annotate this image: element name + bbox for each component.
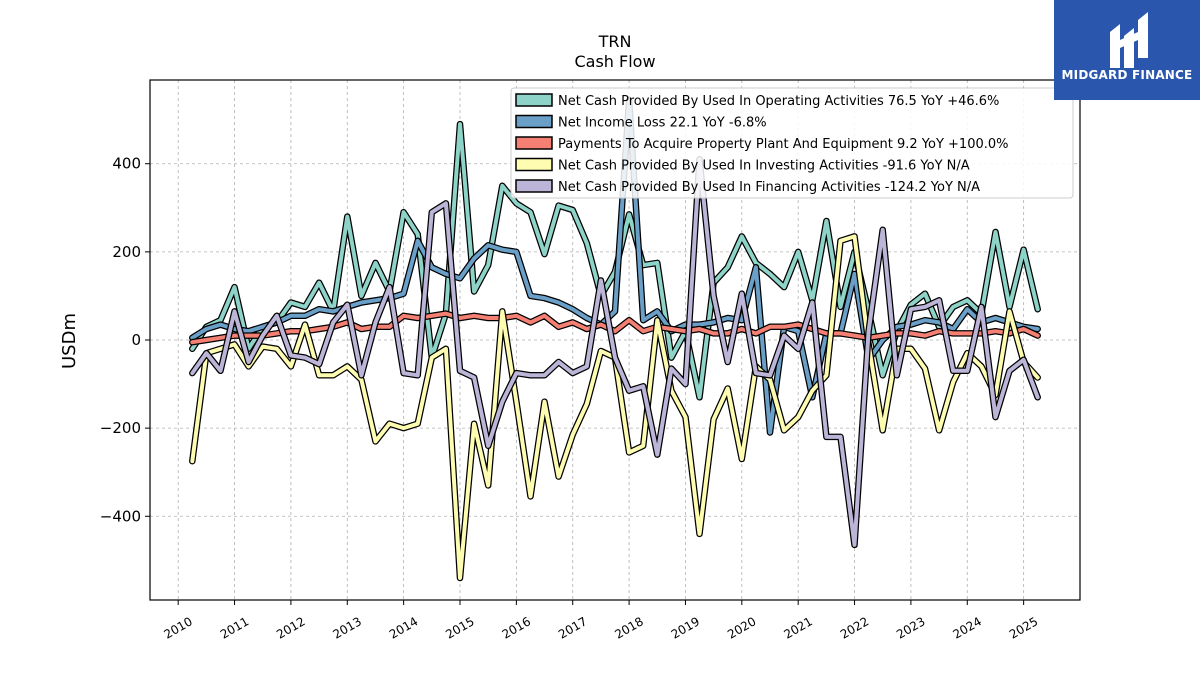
legend-swatch	[515, 157, 553, 172]
legend-label: Net Income Loss 22.1 YoY -6.8%	[558, 116, 767, 131]
logo-mark-icon	[1110, 12, 1148, 68]
x-tick-label: 2020	[725, 614, 758, 641]
x-tick-label: 2015	[443, 614, 476, 641]
y-tick-label: −200	[100, 419, 141, 437]
legend-label: Payments To Acquire Property Plant And E…	[558, 137, 1009, 152]
x-tick-label: 2023	[894, 614, 927, 641]
x-tick-label: 2014	[387, 614, 420, 641]
x-tick-label: 2010	[161, 614, 194, 641]
series-line-2	[189, 96, 1041, 436]
series-lines	[189, 96, 1041, 582]
x-tick-label: 2018	[612, 614, 645, 641]
y-axis-label: USDm	[59, 313, 80, 369]
x-tick-label: 2022	[838, 614, 871, 641]
legend-box	[510, 87, 1074, 199]
y-tick-label: 400	[112, 155, 141, 173]
x-tick-label: 2012	[274, 614, 307, 641]
y-tick-label: 200	[112, 243, 141, 261]
chart-subtitle: Cash Flow	[574, 52, 655, 71]
legend-label: Net Cash Provided By Used In Investing A…	[558, 159, 970, 174]
legend-swatch	[515, 114, 553, 129]
x-tick-label: 2017	[556, 614, 589, 641]
legend-swatch	[515, 179, 553, 193]
x-tick-label: 2021	[781, 614, 814, 641]
legend-swatch	[515, 93, 553, 107]
series-stroke	[190, 157, 1040, 547]
y-tick-label: −400	[100, 507, 141, 525]
x-tick-label: 2011	[218, 614, 251, 641]
x-tick-label: 2013	[331, 614, 364, 641]
x-tick-label: 2019	[669, 614, 702, 641]
legend-swatch	[515, 136, 553, 150]
legend: Net Cash Provided By Used In Operating A…	[510, 87, 1074, 199]
logo-brand-text: MIDGARD FINANCE	[1061, 68, 1193, 82]
legend-label: Net Cash Provided By Used In Operating A…	[558, 94, 999, 109]
y-tick-label: 0	[131, 331, 141, 349]
series-line-5	[189, 156, 1041, 549]
x-tick-label: 2024	[951, 614, 984, 641]
legend-label: Net Cash Provided By Used In Financing A…	[558, 180, 980, 195]
midgard-finance-logo: MIDGARD FINANCE	[1054, 0, 1200, 100]
x-tick-label: 2025	[1007, 614, 1040, 641]
chart-title: TRN	[598, 32, 632, 51]
series-stroke	[190, 97, 1040, 435]
x-tick-label: 2016	[500, 614, 533, 641]
axis-ticks: 400 200 0 −200 −400 2010 2011 2012 2013 2014 2015 2…	[100, 155, 1041, 642]
